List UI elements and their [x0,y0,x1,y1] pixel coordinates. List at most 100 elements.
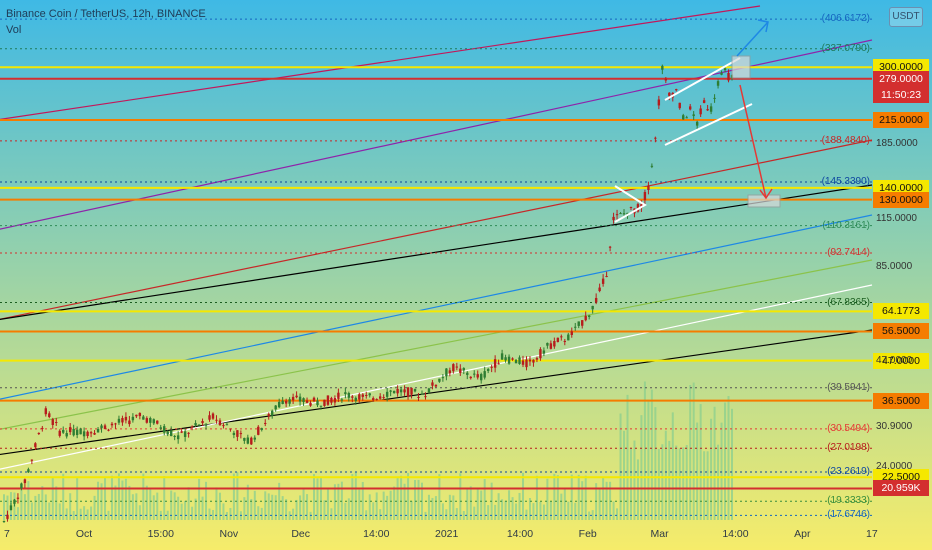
volume-bar [616,508,619,520]
time-axis-label: Dec [291,528,311,540]
candle-body [486,369,490,371]
volume-bar [44,494,47,520]
volume-bar [469,486,472,520]
volume-bar [372,502,375,520]
candle-body [438,378,441,382]
candle-body [581,320,584,326]
volume-bar [121,480,124,520]
candle-body [410,387,413,395]
candle-body [591,305,594,310]
candle-body [612,216,615,221]
volume-bar [487,505,490,520]
candle-body [682,115,685,120]
volume-bar [187,487,190,520]
candle-body [138,412,142,417]
volume-bar [313,474,316,520]
candle-body [445,368,448,377]
volume-bar [260,507,263,520]
candle-body [570,331,573,335]
volume-bar [528,498,531,520]
candle-body [215,419,218,421]
candle-body [619,213,622,215]
channel-lower [664,103,753,146]
candle-body [194,423,197,426]
volume-bar [623,430,626,520]
level-label: (17.6746) [827,509,870,521]
currency-button[interactable]: USDT [889,7,923,27]
candle-body [250,437,253,445]
candle-body [372,398,375,401]
candle-body [476,374,479,378]
volume-bar [497,493,500,520]
candle-body [553,340,556,347]
volume-indicator-label[interactable]: Vol [6,24,22,36]
volume-bar [281,496,284,520]
arrow-head-down [759,188,773,200]
candle-body [2,521,6,523]
volume-bar [79,508,82,520]
candle-body [702,100,706,103]
volume-bar [727,396,730,520]
candle-body [354,397,358,401]
candle-body [713,97,716,99]
candle-body [560,336,563,338]
volume-bar [379,509,382,520]
candle-body [305,400,309,403]
candle-body [222,425,225,427]
volume-bar [117,473,120,520]
candle-body [392,390,396,394]
volume-bar [58,503,61,520]
volume-bar [128,485,131,520]
candle-body [584,315,587,321]
volume-bar [567,501,570,520]
candle-body [93,432,96,435]
volume-bar [539,502,542,520]
candle-body [326,395,330,405]
candle-body [716,81,720,86]
candle-body [664,78,668,81]
candle-body [253,437,256,440]
candle-body [574,326,577,328]
volume-bar [518,492,521,520]
trendline [0,39,873,230]
candle-body [431,382,434,386]
symbol-title: Binance Coin / TetherUS, 12h, BINANCE [6,8,206,20]
candle-body [166,431,169,435]
candle-body [699,108,702,115]
candle-body [100,425,103,429]
candle-body [709,106,713,112]
volume-bar [299,495,302,520]
candle-body [417,396,420,398]
candle-body [539,349,542,359]
candle-body [389,390,392,392]
volume-bar [640,415,643,520]
candle-body [493,359,497,368]
candle-body [274,405,277,410]
volume-bar [246,484,249,520]
candle-body [6,514,9,519]
candle-body [20,483,23,489]
volume-bar [267,493,270,520]
horizontal-levels [0,18,872,516]
candle-body [152,419,155,424]
candle-body [55,421,58,423]
volume-bar [253,490,256,520]
volume-bar [288,511,291,520]
candle-body [424,396,427,398]
candle-body [190,426,194,428]
candle-body [601,278,605,284]
volume-bar [473,506,476,520]
time-axis-label: Feb [578,528,597,540]
volume-bar [685,445,688,520]
candle-body [246,437,250,444]
time-axis-label: 7 [4,528,10,540]
candle-body [277,401,281,408]
trendline [0,139,873,320]
candle-body [723,68,727,71]
volume-bar [142,473,145,520]
volume-bar [515,503,518,520]
candle-body [598,287,601,292]
candle-body [243,437,246,441]
trendline [0,5,761,121]
candle-body [149,418,152,423]
